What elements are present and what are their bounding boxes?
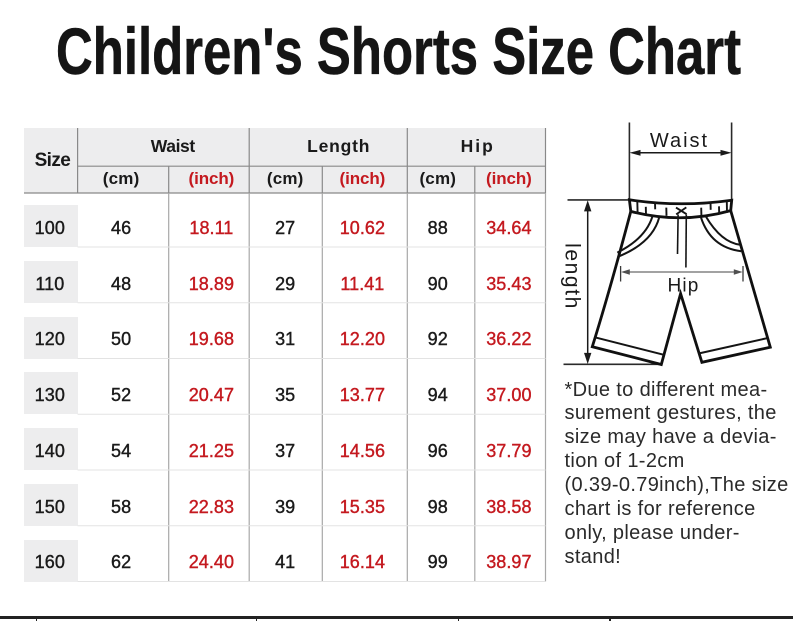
svg-text:length: length: [561, 243, 584, 310]
svg-text:Waist: Waist: [650, 130, 709, 152]
svg-text:Hip: Hip: [667, 276, 699, 297]
